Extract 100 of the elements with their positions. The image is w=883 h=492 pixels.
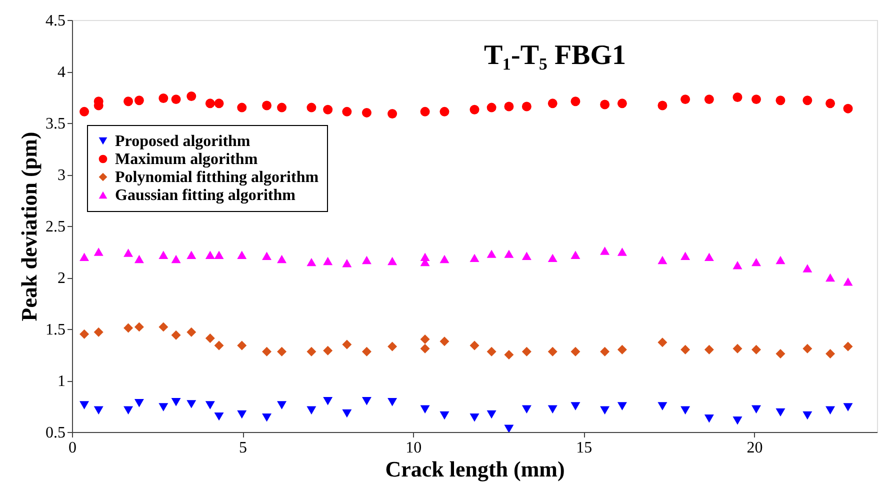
point	[362, 108, 372, 118]
point	[186, 91, 196, 101]
point	[658, 338, 668, 348]
point	[486, 346, 496, 356]
y-tick-label: 2	[58, 270, 66, 287]
point	[420, 405, 430, 414]
point	[440, 411, 450, 420]
point	[237, 340, 247, 350]
point	[704, 94, 714, 104]
x-tick-label: 15	[576, 440, 592, 456]
point	[704, 344, 714, 354]
point	[342, 258, 352, 268]
point	[237, 102, 247, 112]
point	[388, 108, 398, 118]
point	[124, 96, 134, 106]
point	[342, 409, 352, 418]
point	[323, 396, 333, 406]
point	[171, 94, 181, 104]
point	[237, 410, 247, 419]
point	[80, 401, 90, 410]
point	[388, 342, 398, 352]
point	[680, 406, 690, 414]
point	[548, 254, 558, 262]
point	[262, 413, 272, 422]
point	[570, 346, 580, 356]
point	[843, 342, 853, 352]
point	[440, 106, 450, 116]
point	[158, 250, 168, 259]
point	[732, 416, 742, 425]
point	[306, 258, 316, 266]
point	[680, 252, 690, 260]
point	[186, 250, 196, 259]
point	[124, 323, 134, 333]
point	[277, 401, 287, 410]
point	[124, 406, 134, 414]
point	[600, 100, 610, 110]
point	[617, 248, 627, 256]
point	[570, 402, 580, 410]
point	[420, 106, 430, 116]
point	[124, 248, 134, 257]
point	[826, 273, 836, 282]
point	[704, 252, 714, 262]
point	[600, 346, 610, 356]
point	[522, 252, 532, 260]
point	[323, 256, 333, 266]
point	[680, 344, 690, 354]
text: T₁-T₅ FBG1	[484, 40, 626, 71]
point	[470, 254, 480, 262]
point	[470, 104, 480, 114]
point	[826, 348, 836, 358]
x-tick-label: 10	[406, 440, 422, 456]
point	[80, 106, 90, 116]
point	[440, 254, 450, 264]
point	[277, 346, 287, 356]
point	[306, 406, 316, 414]
point	[134, 322, 144, 332]
y-tick-label: 3	[58, 167, 66, 184]
point	[826, 98, 836, 108]
y-tick-label: 0.5	[46, 424, 66, 442]
point	[752, 405, 761, 414]
point	[680, 94, 690, 104]
point	[600, 406, 610, 414]
x-axis-title: Crack length (mm)	[385, 456, 565, 482]
point	[134, 254, 144, 264]
point	[262, 252, 272, 260]
point	[94, 406, 104, 414]
point	[214, 340, 224, 350]
point	[186, 400, 196, 408]
point	[388, 256, 398, 266]
point	[617, 402, 627, 410]
point	[186, 327, 196, 337]
point	[548, 346, 558, 356]
point	[94, 248, 104, 256]
point	[342, 340, 352, 350]
x-tick-label: 5	[239, 440, 248, 456]
legend-label: Gaussian fitting algorithm	[115, 187, 296, 204]
point	[205, 98, 215, 108]
point	[362, 396, 372, 406]
point	[776, 348, 786, 358]
point	[470, 413, 480, 422]
point	[522, 102, 532, 112]
point	[843, 104, 853, 114]
point	[171, 398, 181, 406]
point	[205, 334, 215, 344]
point	[486, 102, 496, 112]
point	[323, 346, 333, 356]
point	[134, 399, 144, 408]
point	[658, 402, 668, 410]
point	[306, 346, 316, 356]
point	[570, 250, 580, 259]
point	[237, 250, 247, 259]
point	[134, 96, 144, 106]
y-tick-label: 1	[58, 373, 66, 390]
point	[802, 411, 812, 420]
point	[802, 264, 812, 272]
point	[548, 98, 558, 108]
point	[504, 250, 514, 258]
point	[486, 410, 496, 419]
point	[214, 412, 224, 421]
point	[440, 336, 450, 346]
